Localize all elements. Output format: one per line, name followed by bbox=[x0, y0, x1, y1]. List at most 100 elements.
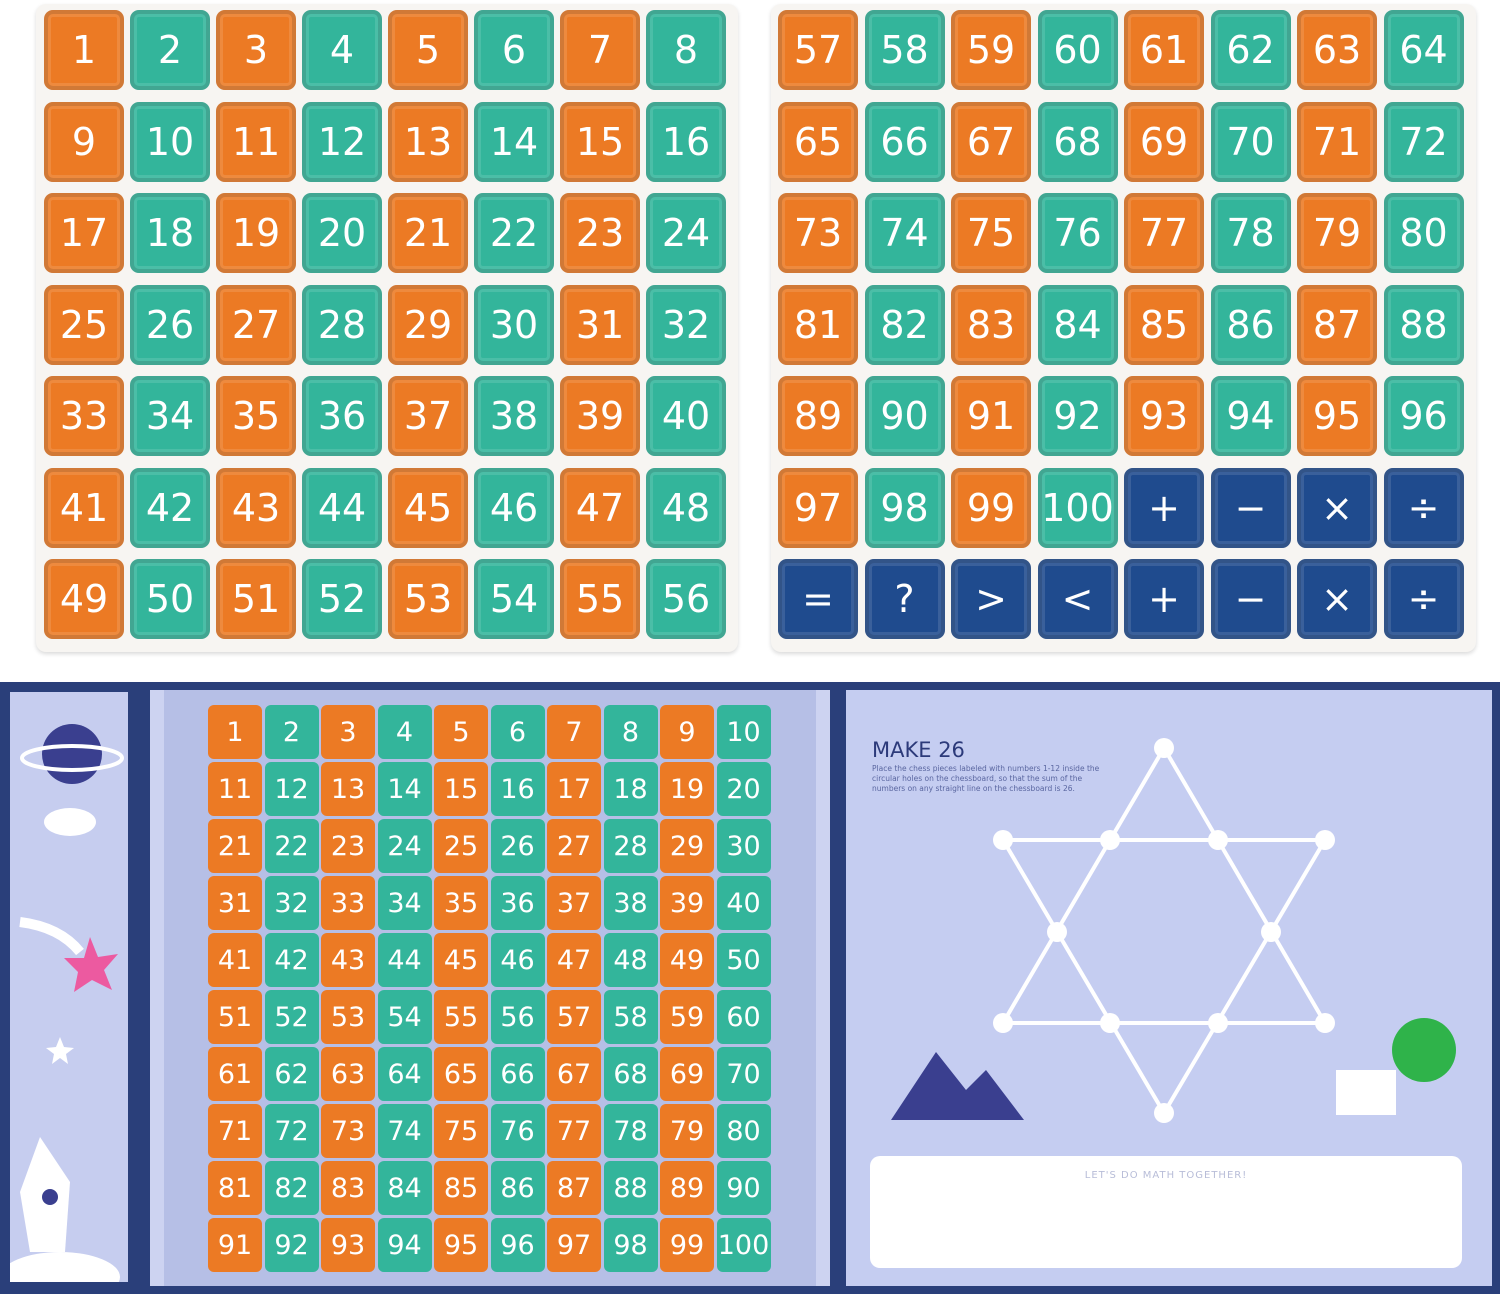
number-tile[interactable]: 24 bbox=[646, 193, 726, 273]
number-tile[interactable]: 92 bbox=[1037, 376, 1118, 456]
number-tile[interactable]: 88 bbox=[603, 1161, 658, 1215]
number-tile[interactable]: 33 bbox=[321, 876, 375, 930]
number-tile[interactable]: 77 bbox=[547, 1104, 601, 1158]
number-tile[interactable]: 17 bbox=[547, 762, 601, 816]
number-tile[interactable]: 5 bbox=[388, 10, 468, 90]
number-tile[interactable]: 45 bbox=[388, 467, 468, 548]
number-tile[interactable]: 99 bbox=[951, 467, 1031, 548]
number-tile[interactable]: 94 bbox=[377, 1218, 432, 1272]
number-tile[interactable]: 49 bbox=[660, 933, 714, 987]
number-tile[interactable]: 22 bbox=[474, 193, 554, 273]
number-tile[interactable]: 54 bbox=[377, 990, 432, 1044]
number-tile[interactable]: 37 bbox=[547, 876, 601, 930]
number-tile[interactable]: 37 bbox=[388, 376, 468, 456]
number-tile[interactable]: 76 bbox=[1037, 193, 1118, 273]
number-tile[interactable]: 90 bbox=[716, 1161, 771, 1215]
number-tile[interactable]: 70 bbox=[1210, 101, 1291, 182]
number-tile[interactable]: 86 bbox=[490, 1161, 545, 1215]
number-tile[interactable]: 54 bbox=[474, 559, 554, 639]
number-tile[interactable]: 13 bbox=[321, 762, 375, 816]
circular-hole[interactable] bbox=[1261, 922, 1281, 942]
circular-hole[interactable] bbox=[1315, 830, 1335, 850]
number-tile[interactable]: 68 bbox=[1037, 101, 1118, 182]
number-tile[interactable]: 69 bbox=[1124, 101, 1204, 182]
number-tile[interactable]: 67 bbox=[951, 101, 1031, 182]
number-tile[interactable]: 25 bbox=[44, 284, 124, 365]
number-tile[interactable]: 60 bbox=[716, 990, 771, 1044]
number-tile[interactable]: 46 bbox=[474, 467, 554, 548]
number-tile[interactable]: 63 bbox=[321, 1047, 375, 1101]
number-tile[interactable]: 77 bbox=[1124, 193, 1204, 273]
number-tile[interactable]: 19 bbox=[660, 762, 714, 816]
number-tile[interactable]: 100 bbox=[716, 1218, 771, 1272]
number-tile[interactable]: 75 bbox=[951, 193, 1031, 273]
number-tile[interactable]: 69 bbox=[660, 1047, 714, 1101]
number-tile[interactable]: 20 bbox=[716, 762, 771, 816]
number-tile[interactable]: 61 bbox=[208, 1047, 262, 1101]
number-tile[interactable]: 91 bbox=[951, 376, 1031, 456]
number-tile[interactable]: 18 bbox=[603, 762, 658, 816]
number-tile[interactable]: 93 bbox=[321, 1218, 375, 1272]
number-tile[interactable]: 33 bbox=[44, 376, 124, 456]
number-tile[interactable]: 25 bbox=[434, 819, 488, 873]
number-tile[interactable]: 56 bbox=[646, 559, 726, 639]
number-tile[interactable]: 15 bbox=[560, 101, 640, 182]
number-tile[interactable]: 83 bbox=[321, 1161, 375, 1215]
number-tile[interactable]: 53 bbox=[321, 990, 375, 1044]
number-tile[interactable]: 10 bbox=[716, 705, 771, 759]
number-tile[interactable]: 58 bbox=[603, 990, 658, 1044]
symbol-tile[interactable]: > bbox=[951, 559, 1031, 639]
number-tile[interactable]: 13 bbox=[388, 101, 468, 182]
number-tile[interactable]: 95 bbox=[1297, 376, 1377, 456]
number-tile[interactable]: 11 bbox=[216, 101, 296, 182]
number-tile[interactable]: 98 bbox=[603, 1218, 658, 1272]
symbol-tile[interactable]: × bbox=[1297, 559, 1377, 639]
number-tile[interactable]: 90 bbox=[864, 376, 945, 456]
symbol-tile[interactable]: + bbox=[1124, 467, 1204, 548]
number-tile[interactable]: 79 bbox=[660, 1104, 714, 1158]
circular-hole[interactable] bbox=[1154, 738, 1174, 758]
number-tile[interactable]: 89 bbox=[660, 1161, 714, 1215]
circular-hole[interactable] bbox=[993, 830, 1013, 850]
number-tile[interactable]: 22 bbox=[264, 819, 319, 873]
circular-hole[interactable] bbox=[1047, 922, 1067, 942]
number-tile[interactable]: 60 bbox=[1037, 10, 1118, 90]
number-tile[interactable]: 82 bbox=[264, 1161, 319, 1215]
number-tile[interactable]: 58 bbox=[864, 10, 945, 90]
number-tile[interactable]: 63 bbox=[1297, 10, 1377, 90]
number-tile[interactable]: 5 bbox=[434, 705, 488, 759]
number-tile[interactable]: 64 bbox=[1383, 10, 1464, 90]
number-tile[interactable]: 88 bbox=[1383, 284, 1464, 365]
number-tile[interactable]: 18 bbox=[130, 193, 210, 273]
number-tile[interactable]: 81 bbox=[208, 1161, 262, 1215]
number-tile[interactable]: 97 bbox=[547, 1218, 601, 1272]
number-tile[interactable]: 59 bbox=[951, 10, 1031, 90]
number-tile[interactable]: 34 bbox=[130, 376, 210, 456]
symbol-tile[interactable]: × bbox=[1297, 467, 1377, 548]
number-tile[interactable]: 7 bbox=[547, 705, 601, 759]
number-tile[interactable]: 61 bbox=[1124, 10, 1204, 90]
number-tile[interactable]: 3 bbox=[216, 10, 296, 90]
number-tile[interactable]: 86 bbox=[1210, 284, 1291, 365]
circular-hole[interactable] bbox=[1154, 1103, 1174, 1123]
number-tile[interactable]: 73 bbox=[321, 1104, 375, 1158]
number-tile[interactable]: 78 bbox=[1210, 193, 1291, 273]
number-tile[interactable]: 30 bbox=[716, 819, 771, 873]
number-tile[interactable]: 46 bbox=[490, 933, 545, 987]
number-tile[interactable]: 9 bbox=[660, 705, 714, 759]
number-tile[interactable]: 87 bbox=[1297, 284, 1377, 365]
number-tile[interactable]: 38 bbox=[603, 876, 658, 930]
number-tile[interactable]: 84 bbox=[1037, 284, 1118, 365]
number-tile[interactable]: 12 bbox=[302, 101, 382, 182]
number-tile[interactable]: 27 bbox=[547, 819, 601, 873]
number-tile[interactable]: 2 bbox=[264, 705, 319, 759]
circular-hole[interactable] bbox=[1208, 830, 1228, 850]
number-tile[interactable]: 47 bbox=[547, 933, 601, 987]
number-tile[interactable]: 96 bbox=[1383, 376, 1464, 456]
number-tile[interactable]: 49 bbox=[44, 559, 124, 639]
number-tile[interactable]: 2 bbox=[130, 10, 210, 90]
number-tile[interactable]: 67 bbox=[547, 1047, 601, 1101]
number-tile[interactable]: 68 bbox=[603, 1047, 658, 1101]
number-tile[interactable]: 65 bbox=[434, 1047, 488, 1101]
number-tile[interactable]: 16 bbox=[490, 762, 545, 816]
